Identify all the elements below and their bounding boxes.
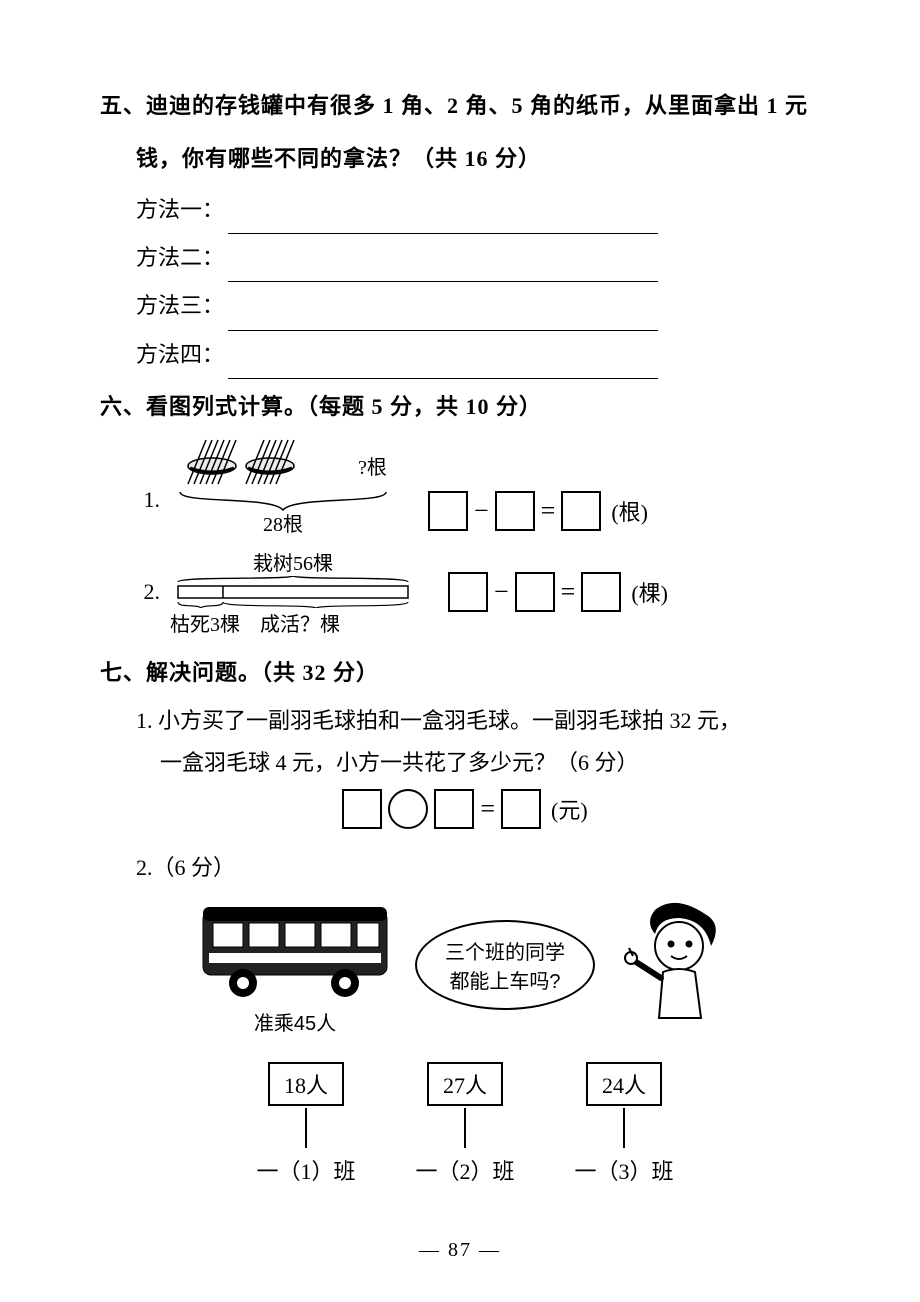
q6-2-right: 成活？棵 bbox=[260, 608, 418, 637]
q6-2-eq: = bbox=[561, 577, 576, 607]
q6-1-box-c[interactable] bbox=[561, 491, 601, 531]
child-icon bbox=[615, 900, 735, 1030]
method-2-label: 方法二： bbox=[136, 234, 224, 282]
class-1-stem bbox=[305, 1108, 307, 1148]
q6-2-box-a[interactable] bbox=[448, 572, 488, 612]
q7-1-l1: 1. 小方买了一副羽毛球拍和一盒羽毛球。一副羽毛球拍 32 元， bbox=[100, 700, 830, 742]
class-1-count: 18人 bbox=[268, 1062, 344, 1106]
class-2-count: 27人 bbox=[427, 1062, 503, 1106]
q6-2-unit: (棵) bbox=[631, 576, 668, 608]
speech-bubble: 三个班的同学 都能上车吗? bbox=[415, 920, 595, 1010]
method-2-row: 方法二： bbox=[100, 234, 830, 282]
classes-row: 18人 一（1）班 27人 一（2）班 24人 一（3）班 bbox=[100, 1062, 830, 1186]
method-3-blank[interactable] bbox=[228, 304, 658, 330]
q7-1-unit: (元) bbox=[551, 793, 588, 825]
class-3: 24人 一（3）班 bbox=[575, 1062, 674, 1186]
class-3-label: 一（3）班 bbox=[575, 1154, 674, 1186]
q6-2-left: 枯死3棵 bbox=[168, 608, 260, 637]
q6-2-top: 栽树56棵 bbox=[253, 547, 333, 576]
bubble-l1: 三个班的同学 bbox=[437, 936, 573, 965]
q6-1-diagram: ?根 28根 bbox=[168, 434, 398, 537]
method-2-blank[interactable] bbox=[228, 256, 658, 282]
q6-2-op: − bbox=[494, 577, 509, 607]
q6-1-unit: (根) bbox=[611, 495, 648, 527]
q6-1-box-b[interactable] bbox=[495, 491, 535, 531]
q6-1-op: − bbox=[474, 496, 489, 526]
class-3-count: 24人 bbox=[586, 1062, 662, 1106]
q7-1-box-a[interactable] bbox=[342, 789, 382, 829]
q6-2-labels: 枯死3棵 成活？棵 bbox=[168, 608, 418, 637]
method-4-blank[interactable] bbox=[228, 353, 658, 379]
page-container: 五、迪迪的存钱罐中有很多 1 角、2 角、5 角的纸币，从里面拿出 1 元 钱，… bbox=[0, 0, 920, 1302]
q6-1-row: 1. bbox=[136, 434, 830, 537]
section7-title: 七、解决问题。（共 32 分） bbox=[100, 647, 830, 700]
bus-capacity: 准乘45人 bbox=[254, 1007, 336, 1036]
q6-2-box-c[interactable] bbox=[581, 572, 621, 612]
q7-1-eq: = bbox=[480, 794, 495, 824]
q6-1-total: 28根 bbox=[263, 508, 303, 537]
bus-icon bbox=[195, 893, 395, 1003]
bus-wrap: 准乘45人 bbox=[195, 893, 395, 1036]
class-1: 18人 一（1）班 bbox=[256, 1062, 355, 1186]
q6-2-row: 2. 栽树56棵 枯死3棵 成活？棵 − = (棵) bbox=[136, 547, 830, 637]
q7-1-l2: 一盒羽毛球 4 元，小方一共花了多少元？（6 分） bbox=[100, 742, 830, 784]
method-1-label: 方法一： bbox=[136, 186, 224, 234]
sticks-bundle-icon: ?根 bbox=[168, 434, 398, 512]
class-1-label: 一（1）班 bbox=[256, 1154, 355, 1186]
q7-1-equation: = (元) bbox=[100, 789, 830, 829]
class-3-stem bbox=[623, 1108, 625, 1148]
section5-title-l1: 五、迪迪的存钱罐中有很多 1 角、2 角、5 角的纸币，从里面拿出 1 元 bbox=[100, 80, 830, 133]
method-1-blank[interactable] bbox=[228, 208, 658, 234]
method-3-label: 方法三： bbox=[136, 282, 224, 330]
class-2-label: 一（2）班 bbox=[415, 1154, 514, 1186]
q7-1-op-circle[interactable] bbox=[388, 789, 428, 829]
method-3-row: 方法三： bbox=[100, 282, 830, 330]
q6-2-box-b[interactable] bbox=[515, 572, 555, 612]
q6-2-equation: − = (棵) bbox=[448, 572, 668, 612]
page-number: — 87 — bbox=[0, 1239, 920, 1262]
section5-title-l2: 钱，你有哪些不同的拿法？（共 16 分） bbox=[100, 133, 830, 186]
q6-1-box-a[interactable] bbox=[428, 491, 468, 531]
method-4-row: 方法四： bbox=[100, 331, 830, 379]
q6-1-num: 1. bbox=[136, 487, 160, 537]
q6-2-diagram: 栽树56棵 枯死3棵 成活？棵 bbox=[168, 547, 418, 637]
q6-1-equation: − = (根) bbox=[428, 491, 648, 537]
bubble-l2: 都能上车吗? bbox=[437, 965, 573, 994]
q7-1-box-c[interactable] bbox=[501, 789, 541, 829]
method-1-row: 方法一： bbox=[100, 186, 830, 234]
q6-1-unknown-label: ?根 bbox=[358, 456, 387, 479]
class-2: 27人 一（2）班 bbox=[415, 1062, 514, 1186]
q7-2-header: 2.（6 分） bbox=[100, 847, 830, 889]
q6-2-num: 2. bbox=[136, 579, 160, 605]
method-4-label: 方法四： bbox=[136, 331, 224, 379]
section6-title: 六、看图列式计算。（每题 5 分，共 10 分） bbox=[100, 381, 830, 434]
class-2-stem bbox=[464, 1108, 466, 1148]
bar-diagram-icon bbox=[168, 576, 418, 608]
q6-1-eq: = bbox=[541, 496, 556, 526]
q7-1-box-b[interactable] bbox=[434, 789, 474, 829]
q7-2-illustration: 准乘45人 三个班的同学 都能上车吗? bbox=[100, 893, 830, 1036]
